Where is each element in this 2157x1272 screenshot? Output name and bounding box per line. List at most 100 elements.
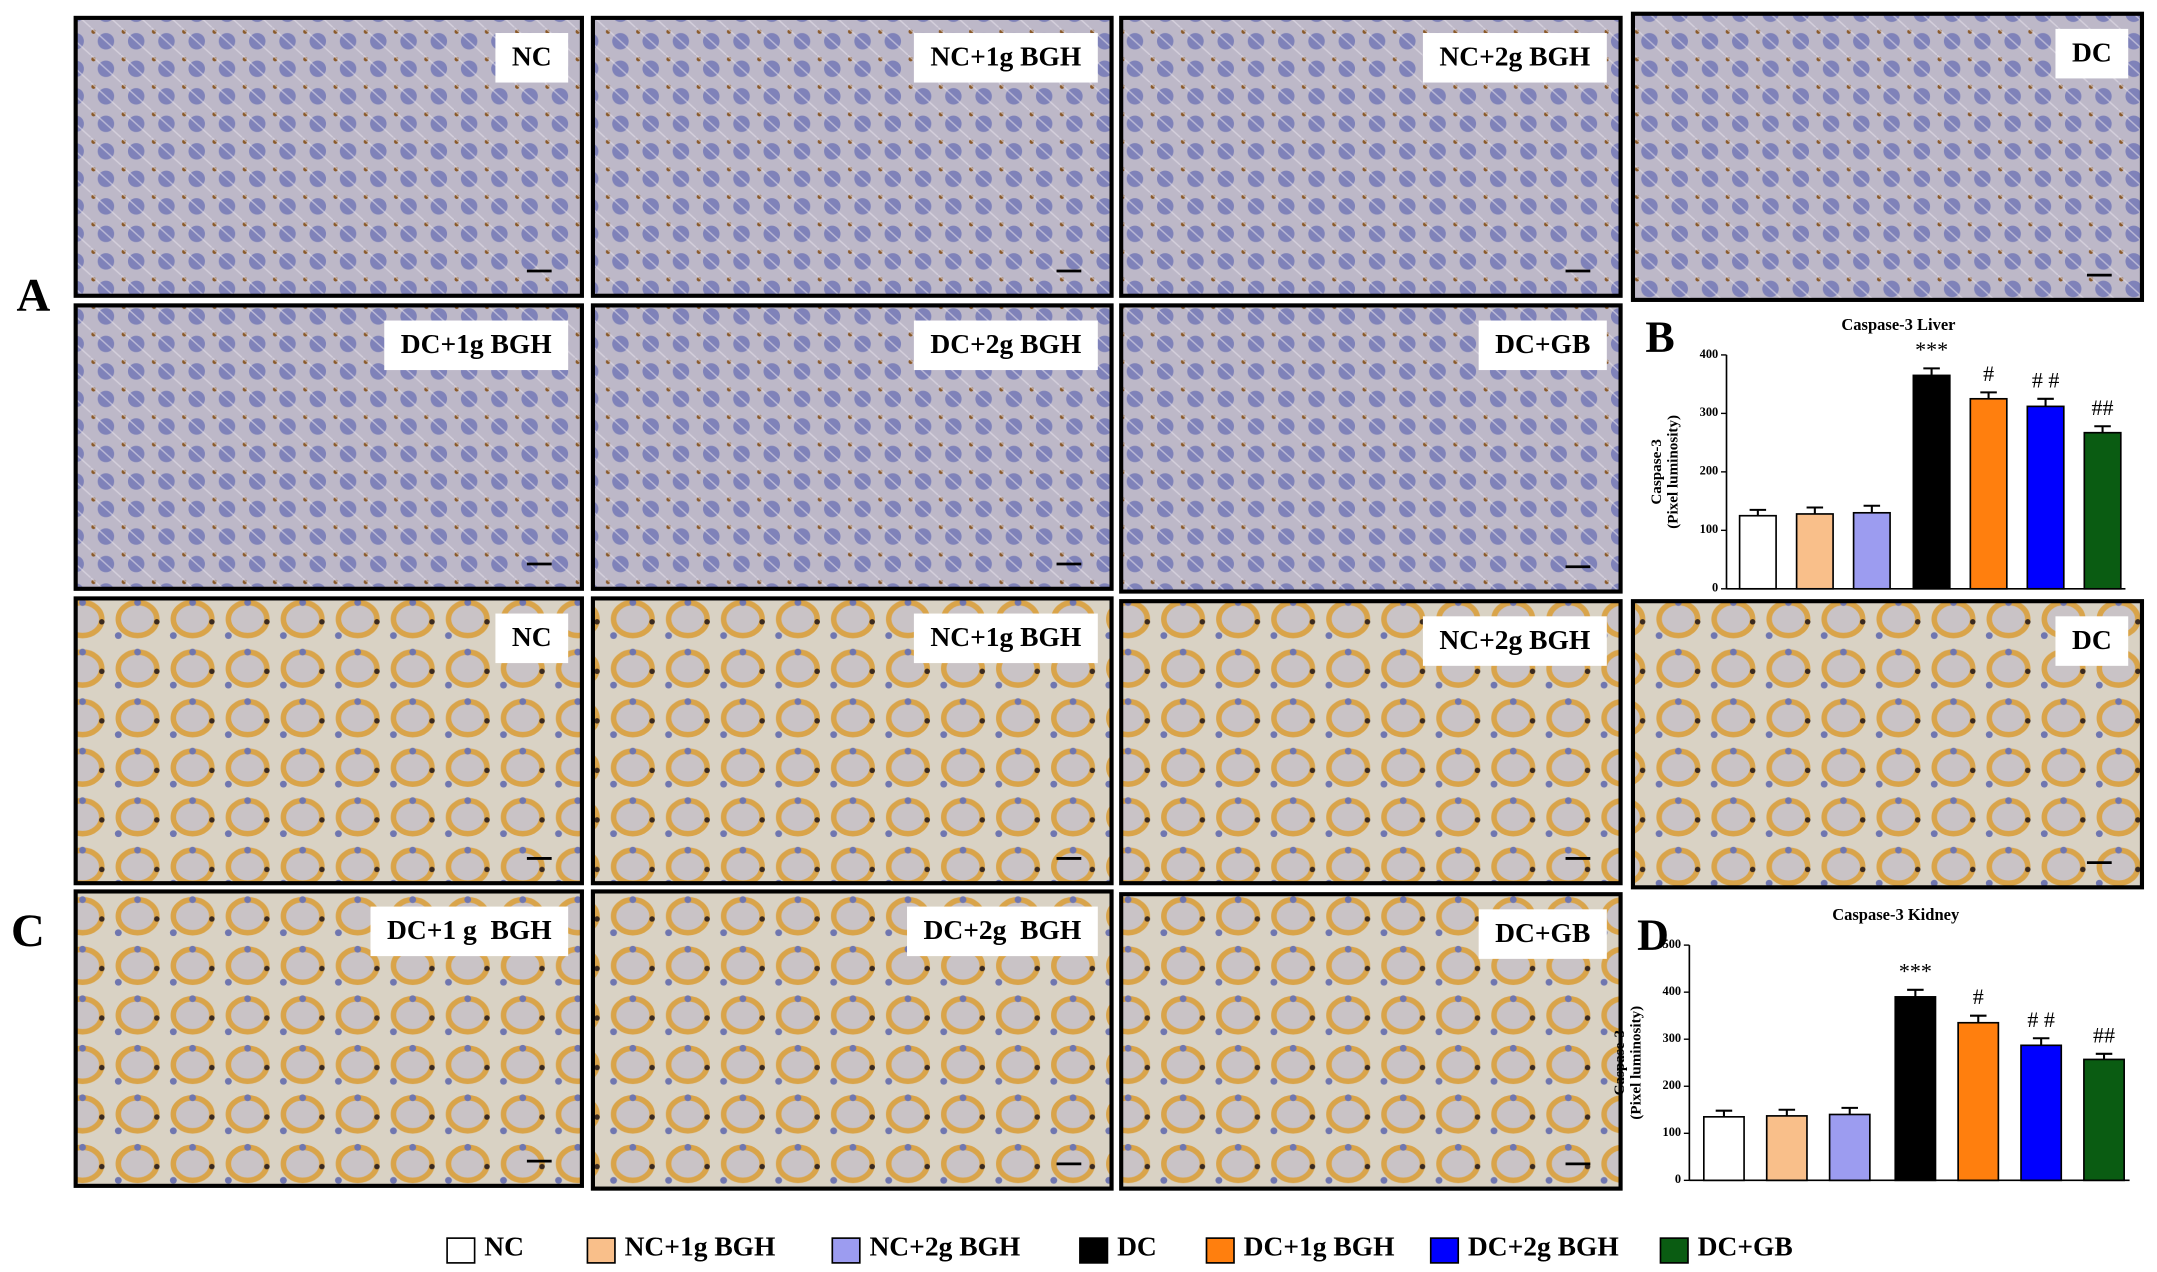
section-label: C xyxy=(11,905,45,957)
y-tick-label: 100 xyxy=(1700,522,1719,536)
bar xyxy=(1957,1021,2000,1182)
micrograph-label: DC+1g BGH xyxy=(401,328,552,359)
bar xyxy=(1894,996,1937,1182)
label-box xyxy=(370,906,569,957)
label-box xyxy=(907,906,1098,957)
bar xyxy=(1852,511,1891,590)
legend-swatch xyxy=(1205,1237,1235,1264)
bar xyxy=(1912,374,1951,590)
label-box xyxy=(495,33,569,83)
micrograph-label: NC+2g BGH xyxy=(1439,624,1590,655)
micrograph-label: NC+1g BGH xyxy=(930,621,1081,652)
micrograph-label: DC xyxy=(2072,624,2112,655)
legend-swatch xyxy=(1429,1237,1460,1264)
error-bar xyxy=(1907,988,1924,997)
y-tick-label: 200 xyxy=(1700,464,1719,478)
y-axis-label: (Pixel luminosity) xyxy=(1629,1006,1645,1120)
y-tick-label: 0 xyxy=(1675,1172,1681,1186)
label-box xyxy=(2055,28,2129,79)
bar xyxy=(1969,397,2008,590)
legend-label: NC xyxy=(484,1230,524,1261)
legend-label: NC+2g BGH xyxy=(869,1230,1020,1261)
label-box xyxy=(913,320,1098,371)
significance-label: # # xyxy=(2027,1007,2055,1032)
micrograph xyxy=(1630,599,2145,890)
legend-label: DC+2g BGH xyxy=(1468,1230,1619,1261)
micrograph-label: NC xyxy=(512,621,552,652)
error-bar xyxy=(2095,1052,2113,1060)
y-tick-label: 300 xyxy=(1663,1031,1682,1045)
error-bar xyxy=(1970,1014,1987,1023)
micrograph-label: NC+2g BGH xyxy=(1439,40,1590,71)
y-tick-label: 300 xyxy=(1700,405,1719,419)
legend-swatch xyxy=(586,1237,616,1264)
legend-label: NC+1g BGH xyxy=(625,1230,776,1261)
legend-swatch xyxy=(446,1237,476,1264)
y-tick-label: 400 xyxy=(1663,984,1682,998)
legend-swatch xyxy=(1079,1237,1109,1264)
error-bar xyxy=(1980,391,1997,399)
y-tick-label: 500 xyxy=(1663,937,1682,951)
micrograph-label: DC+2g BGH xyxy=(924,914,1082,945)
error-bar xyxy=(1806,506,1824,514)
micrograph-label: DC xyxy=(2072,36,2112,67)
significance-label: # xyxy=(1983,361,1994,386)
error-bar xyxy=(1749,508,1767,516)
y-tick-label: 200 xyxy=(1663,1078,1682,1092)
panel-label: B xyxy=(1645,312,1674,361)
micrograph-label: DC+2g BGH xyxy=(930,328,1081,359)
y-axis-label: Caspase-3 xyxy=(1612,1030,1628,1096)
micrograph xyxy=(590,15,1114,298)
label-box xyxy=(1478,320,1607,371)
bar xyxy=(2020,1044,2063,1182)
significance-label: ## xyxy=(2093,1022,2115,1047)
label-box xyxy=(913,33,1098,83)
bar xyxy=(1702,1116,1745,1182)
significance-label: # xyxy=(1973,984,1984,1009)
legend-label: DC+1g BGH xyxy=(1244,1230,1395,1261)
bar xyxy=(2083,1058,2125,1182)
micrograph-label: DC+GB xyxy=(1495,328,1590,359)
label-box xyxy=(1478,909,1607,959)
error-bar xyxy=(2032,1037,2050,1046)
micrograph-label: DC+GB xyxy=(1495,917,1590,948)
label-box xyxy=(2055,616,2129,666)
error-bar xyxy=(1863,504,1881,513)
label-box xyxy=(1422,33,1607,83)
chart-title: Caspase-3 Liver xyxy=(1841,315,1955,334)
micrograph-label: NC xyxy=(512,40,552,71)
label-box xyxy=(1422,616,1607,666)
significance-label: *** xyxy=(1899,958,1932,983)
micrograph-label: DC+1 g BGH xyxy=(387,914,552,945)
legend-swatch xyxy=(831,1237,861,1264)
error-bar xyxy=(1715,1109,1733,1117)
legend-label: DC xyxy=(1117,1230,1157,1261)
error-bar xyxy=(1841,1106,1858,1115)
legend-swatch xyxy=(1659,1237,1689,1264)
error-bar xyxy=(2037,397,2054,407)
chart-title: Caspase-3 Kidney xyxy=(1832,905,1960,924)
section-label: A xyxy=(17,270,51,322)
error-bar xyxy=(1923,367,1940,376)
significance-label: # # xyxy=(2032,367,2060,392)
significance-label: ## xyxy=(2092,395,2114,420)
significance-label: *** xyxy=(1915,337,1948,362)
panel-label: D xyxy=(1637,911,1669,960)
label-box xyxy=(384,320,569,371)
bar xyxy=(2083,431,2122,590)
bar xyxy=(1795,513,1834,590)
micrograph-label: NC+1g BGH xyxy=(930,40,1081,71)
error-bar xyxy=(2094,425,2111,433)
y-tick-label: 0 xyxy=(1712,581,1718,595)
y-tick-label: 100 xyxy=(1663,1125,1682,1139)
label-box xyxy=(495,613,569,664)
bar xyxy=(1738,514,1777,590)
bar xyxy=(1828,1113,1871,1182)
bar xyxy=(2026,405,2065,590)
legend-label: DC+GB xyxy=(1698,1230,1793,1261)
bar xyxy=(1765,1115,1808,1182)
y-axis-label: Caspase-3 xyxy=(1649,439,1665,505)
y-tick-label: 400 xyxy=(1700,347,1719,361)
